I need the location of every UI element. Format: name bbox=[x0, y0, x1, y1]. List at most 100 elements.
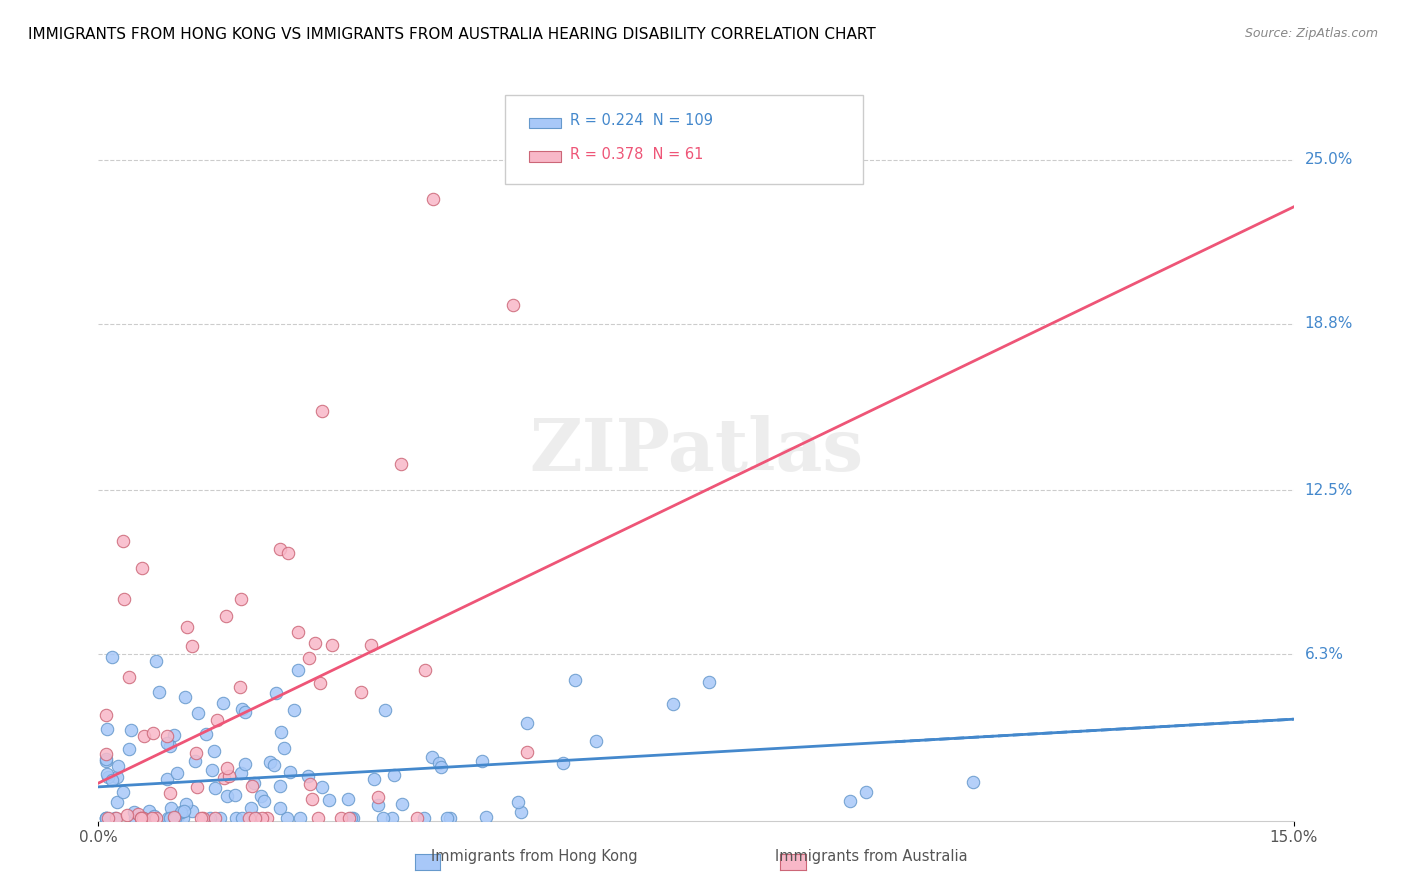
Point bbox=[413, 811, 436, 825]
Point bbox=[112, 592, 135, 607]
Text: ZIPatlas: ZIPatlas bbox=[529, 415, 863, 486]
FancyBboxPatch shape bbox=[505, 95, 863, 184]
Point bbox=[855, 785, 877, 799]
Point bbox=[474, 809, 496, 823]
Point bbox=[193, 811, 215, 825]
Point bbox=[551, 756, 574, 770]
Point bbox=[311, 404, 333, 418]
Point bbox=[564, 673, 586, 687]
Point bbox=[224, 788, 246, 802]
Point bbox=[211, 696, 233, 710]
Point bbox=[406, 811, 429, 825]
Point bbox=[277, 546, 299, 560]
Text: IMMIGRANTS FROM HONG KONG VS IMMIGRANTS FROM AUSTRALIA HEARING DISABILITY CORREL: IMMIGRANTS FROM HONG KONG VS IMMIGRANTS … bbox=[28, 27, 876, 42]
Point bbox=[157, 811, 180, 825]
Point bbox=[422, 192, 444, 206]
Point bbox=[163, 811, 186, 825]
Point bbox=[283, 703, 305, 717]
Point bbox=[159, 739, 181, 753]
Point bbox=[218, 769, 240, 783]
Point bbox=[250, 789, 273, 803]
Point bbox=[308, 676, 330, 690]
Point bbox=[142, 726, 165, 740]
Point bbox=[96, 747, 118, 761]
Point bbox=[159, 811, 181, 825]
Point bbox=[516, 715, 538, 730]
Point bbox=[240, 779, 263, 793]
Point bbox=[186, 780, 208, 795]
Point bbox=[269, 541, 291, 556]
Point bbox=[202, 744, 225, 758]
Point bbox=[96, 755, 118, 769]
Point bbox=[105, 770, 128, 784]
Point bbox=[204, 780, 226, 795]
FancyBboxPatch shape bbox=[529, 151, 561, 161]
Point bbox=[166, 766, 188, 780]
Point bbox=[233, 756, 256, 771]
Text: Immigrants from Australia: Immigrants from Australia bbox=[775, 849, 969, 863]
Point bbox=[304, 636, 326, 650]
Point bbox=[156, 736, 179, 750]
Point bbox=[138, 804, 160, 818]
Point bbox=[287, 663, 309, 677]
Text: Source: ZipAtlas.com: Source: ZipAtlas.com bbox=[1244, 27, 1378, 40]
Text: Immigrants from Hong Kong: Immigrants from Hong Kong bbox=[432, 849, 637, 863]
Point bbox=[318, 793, 340, 807]
Point bbox=[263, 757, 285, 772]
Point bbox=[962, 775, 984, 789]
Point bbox=[297, 769, 319, 783]
Point bbox=[132, 811, 155, 825]
Point bbox=[181, 640, 204, 654]
Point bbox=[208, 811, 231, 825]
Point bbox=[307, 811, 329, 825]
Point bbox=[204, 811, 226, 825]
Point bbox=[190, 811, 212, 825]
Point bbox=[96, 811, 118, 825]
Point bbox=[170, 805, 193, 819]
Point bbox=[363, 772, 385, 786]
Point bbox=[214, 608, 236, 623]
Point bbox=[184, 754, 207, 768]
Point bbox=[163, 810, 186, 824]
Point bbox=[120, 723, 142, 738]
Point bbox=[231, 811, 253, 825]
Point bbox=[287, 625, 309, 640]
Text: R = 0.224  N = 109: R = 0.224 N = 109 bbox=[571, 113, 713, 128]
Point bbox=[233, 705, 256, 719]
Point bbox=[96, 752, 118, 766]
Point bbox=[371, 811, 394, 825]
Point bbox=[129, 811, 152, 825]
Point bbox=[96, 708, 118, 723]
Point bbox=[243, 811, 266, 825]
Point bbox=[163, 811, 186, 825]
Point bbox=[105, 795, 128, 809]
Point bbox=[105, 811, 128, 825]
Point bbox=[141, 811, 163, 825]
Point bbox=[298, 651, 321, 665]
Point bbox=[278, 765, 301, 780]
Point bbox=[350, 685, 373, 699]
Point bbox=[330, 811, 353, 825]
Point bbox=[145, 654, 167, 668]
Point bbox=[340, 811, 363, 825]
Point bbox=[212, 771, 235, 785]
Point bbox=[131, 561, 153, 575]
Point bbox=[374, 703, 396, 717]
Point bbox=[264, 686, 287, 700]
Point bbox=[839, 794, 862, 808]
Point bbox=[270, 725, 292, 739]
Point bbox=[427, 756, 450, 771]
Point bbox=[367, 798, 389, 813]
Point bbox=[299, 777, 322, 791]
Point bbox=[430, 760, 453, 774]
Point bbox=[439, 811, 461, 825]
Point bbox=[311, 780, 333, 795]
Point bbox=[243, 776, 266, 790]
Point bbox=[104, 811, 127, 825]
Point bbox=[124, 805, 146, 819]
Point bbox=[509, 805, 531, 820]
Point bbox=[195, 727, 218, 741]
Point bbox=[159, 811, 181, 825]
Point bbox=[159, 786, 181, 800]
Point bbox=[176, 620, 198, 634]
